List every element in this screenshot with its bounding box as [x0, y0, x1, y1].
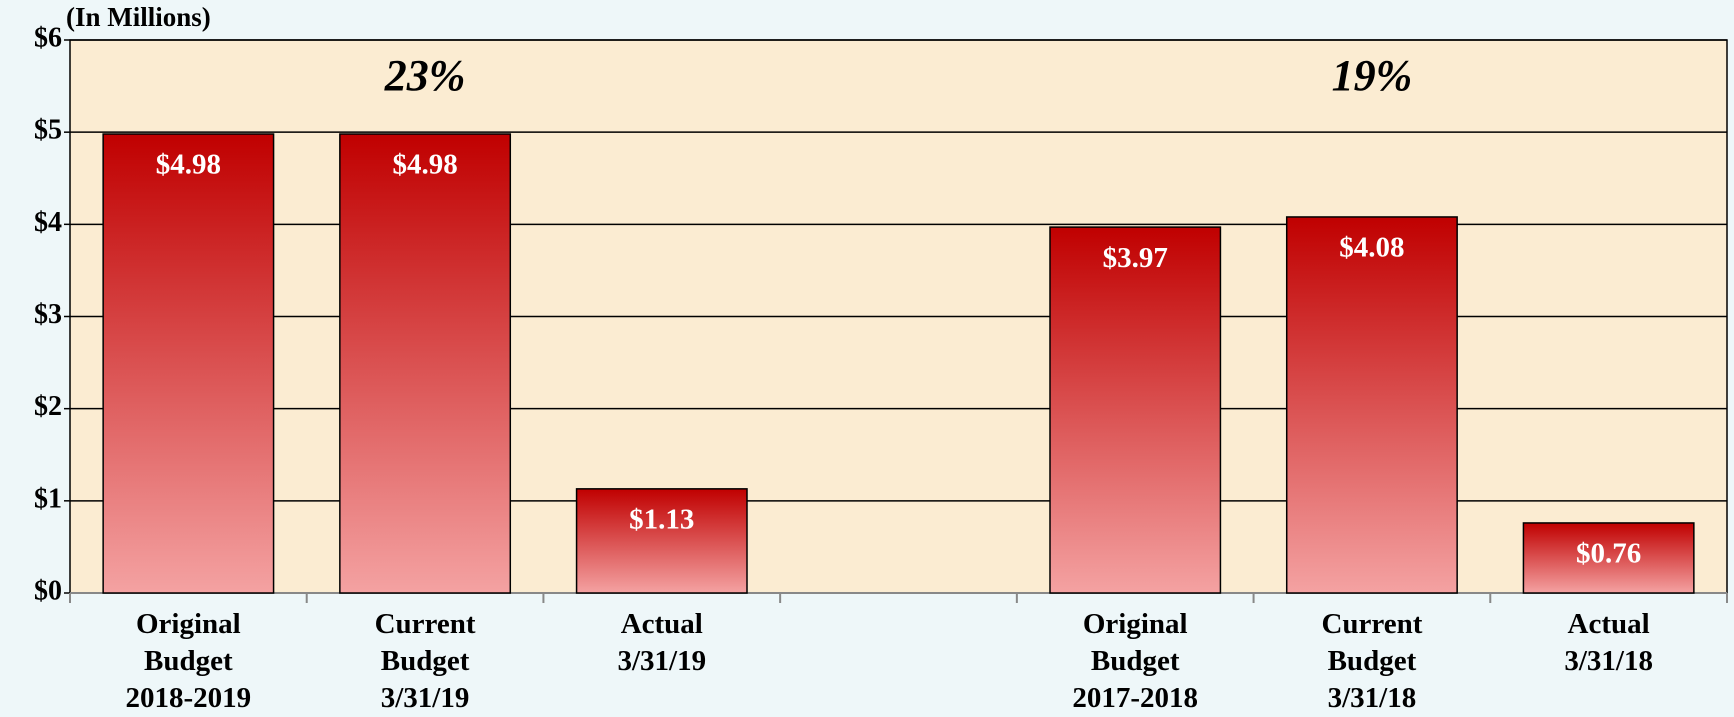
- data-label: $1.13: [629, 504, 694, 536]
- bar: [339, 133, 512, 594]
- bar: [575, 488, 748, 594]
- y-tick-label: $0: [34, 575, 62, 606]
- y-tick-label: $1: [34, 483, 62, 514]
- annotation: 23%: [384, 51, 466, 100]
- subtitle: (In Millions): [66, 2, 211, 32]
- x-tick-label: Original Budget 2017-2018: [1072, 608, 1199, 714]
- y-tick-label: $5: [34, 115, 62, 146]
- bar: [1285, 216, 1458, 594]
- x-tick-label: Current Budget 3/31/19: [374, 608, 476, 714]
- data-label: $3.97: [1103, 242, 1168, 274]
- y-tick-label: $2: [34, 391, 62, 422]
- x-tick-label: Actual 3/31/19: [617, 608, 707, 677]
- bar: [1522, 522, 1695, 594]
- data-label: $4.08: [1339, 232, 1404, 264]
- data-label: $0.76: [1576, 538, 1641, 570]
- data-label: $4.98: [156, 149, 221, 181]
- y-tick-label: $6: [34, 22, 62, 53]
- x-tick-label: Original Budget 2018-2019: [125, 608, 252, 714]
- y-tick-label: $4: [34, 207, 62, 238]
- bar: [102, 133, 275, 594]
- y-tick-label: $3: [34, 299, 62, 330]
- x-tick-label: Actual 3/31/18: [1564, 608, 1653, 677]
- x-tick-label: Current Budget 3/31/18: [1321, 608, 1423, 714]
- bar: [1049, 226, 1222, 594]
- data-label: $4.98: [392, 149, 457, 181]
- annotation: 19%: [1332, 51, 1413, 100]
